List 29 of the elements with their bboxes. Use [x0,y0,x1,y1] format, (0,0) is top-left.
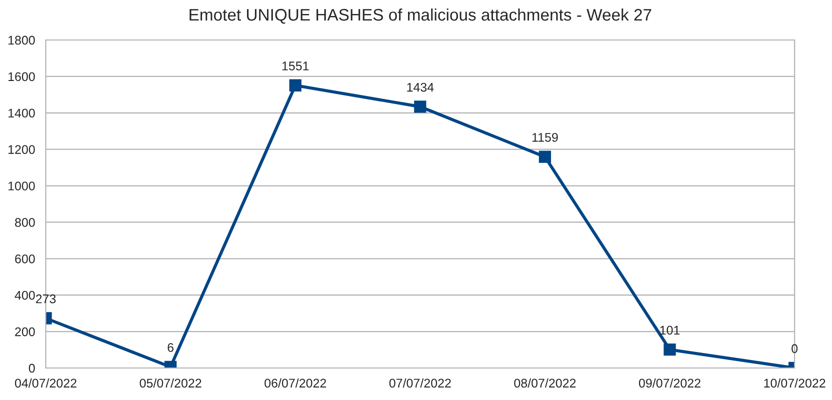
point [414,100,426,113]
y-tick-label: 800 [15,218,35,227]
point [664,344,676,356]
data-label: 101 [660,326,680,335]
y-tick-label: 600 [15,254,35,264]
chart-title: Emotet UNIQUE HASHES of malicious attachments - Week 27 [190,8,652,24]
x-tick-label: 07/07/2022 [389,378,451,388]
y-tick-label: 200 [15,327,35,336]
point [538,150,552,163]
x-tick-label: 05/07/2022 [140,378,202,388]
y-tick-label: 0 [28,364,35,373]
x-tick-label: 04/07/2022 [14,378,76,388]
y-tick-label: 400 [14,290,35,300]
x-tick-label: 10/07/2022 [764,378,826,388]
x-tick-label: 06/07/2022 [264,378,326,388]
data-label: 6 [168,343,174,352]
y-tick-label: 1200 [8,145,35,154]
data-label: 1551 [282,62,309,70]
data-label: 273 [36,294,56,304]
y-tick-label: 1400 [8,108,35,118]
x-tick-label: 08/07/2022 [514,378,576,388]
point [289,79,302,92]
data-label: 1434 [407,82,434,92]
y-tick-label: 1800 [8,36,35,45]
y-tick-label: 1600 [8,72,35,82]
y-tick-label: 1000 [8,182,35,190]
data-label: 0 [792,344,798,354]
data-label: 1159 [532,132,558,142]
x-tick-label: 09/07/2022 [638,378,700,388]
